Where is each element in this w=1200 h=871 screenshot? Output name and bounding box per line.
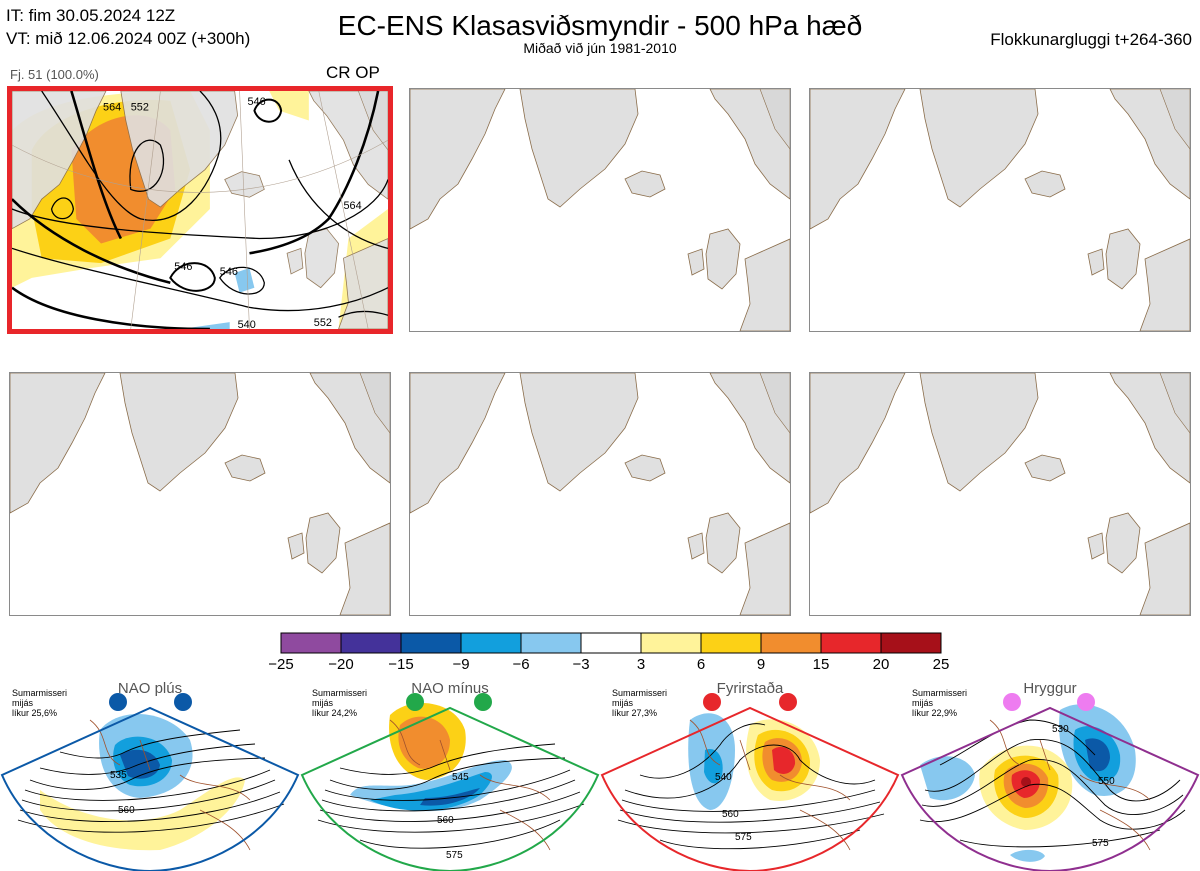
page-subtitle: Miðað við jún 1981-2010: [523, 40, 677, 56]
cluster-map-5[interactable]: [409, 372, 791, 616]
contour-label: 552: [131, 102, 149, 114]
cluster-map-4[interactable]: [9, 372, 391, 616]
contour-label: 575: [446, 850, 463, 861]
regime-nao-plus[interactable]: 535 560 NAO plús Sumarmisseri mijás líku…: [0, 680, 300, 871]
colorbar-tick-label: 25: [932, 656, 950, 673]
contour-label: 545: [452, 772, 469, 783]
colorbar-tick-label: −3: [572, 656, 590, 673]
page-title: EC-ENS Klasasviðsmyndir - 500 hPa hæð: [337, 10, 863, 41]
regime-info: Sumarmisseri mijás líkur 24,2%: [312, 688, 368, 718]
colorbar-swatch: [820, 632, 882, 654]
cluster-map-3[interactable]: [809, 88, 1191, 332]
regime-nao-minus[interactable]: 545 560 575 NAO mínus Sumarmisseri mijás…: [300, 680, 600, 871]
contour-label: 546: [174, 261, 192, 273]
contour-label: 560: [437, 815, 454, 826]
colorbar-tick-label: 9: [756, 656, 766, 673]
colorbar-tick-label: −9: [452, 656, 470, 673]
colorbar-swatch: [520, 632, 582, 654]
contour-label: 564: [103, 102, 121, 114]
colorbar-swatch: [400, 632, 462, 654]
regime-info: Sumarmisseri mijás líkur 25,6%: [12, 688, 68, 718]
regime-fyrirstada[interactable]: 540 560 575 Fyrirstaða Sumarmisseri mijá…: [600, 680, 900, 871]
colorbar-swatch: [760, 632, 822, 654]
contour-label: 530: [1052, 724, 1069, 735]
colorbar-tick-label: 15: [812, 656, 830, 673]
valid-time: VT: mið 12.06.2024 00Z (+300h): [6, 29, 251, 48]
colorbar-tick-label: −15: [388, 656, 414, 673]
colorbar-tick-label: 20: [872, 656, 890, 673]
cluster-map-1[interactable]: 546 546 546 540 552 564 564 552: [7, 86, 393, 334]
classification-window: Flokkunargluggi t+264-360: [990, 30, 1192, 49]
contour-label: 575: [1092, 838, 1109, 849]
contour-label: 560: [118, 805, 135, 816]
regime-name: NAO plús: [117, 680, 183, 697]
colorbar-swatch: [640, 632, 702, 654]
colorbar-tick-label: 6: [696, 656, 706, 673]
regime-code: CR OP: [326, 63, 380, 82]
regime-info: Sumarmisseri mijás líkur 27,3%: [612, 688, 668, 718]
colorbar-swatch: [340, 632, 402, 654]
regime-name: NAO mínus: [411, 680, 489, 697]
regime-hryggur[interactable]: 530 550 575 Hryggur Sumarmisseri mijás l…: [900, 680, 1200, 871]
colorbar-swatch: [880, 632, 942, 654]
colorbar-tick-label: −25: [268, 656, 294, 673]
forecast-times: IT: fim 30.05.2024 12Z VT: mið 12.06.202…: [6, 4, 250, 50]
colorbar-swatch: [580, 632, 642, 654]
colorbar-swatch: [460, 632, 522, 654]
colorbar-tick-label: −6: [512, 656, 530, 673]
colorbar-tick-label: 3: [636, 656, 646, 673]
contour-label: 546: [220, 266, 238, 278]
contour-label: 546: [247, 96, 265, 108]
colorbar-swatch: [280, 632, 342, 654]
contour-label: 535: [110, 770, 127, 781]
contour-label: 550: [1098, 776, 1115, 787]
contour-label: 575: [735, 832, 752, 843]
regime-info: Sumarmisseri mijás líkur 22,9%: [912, 688, 968, 718]
contour-label: 564: [343, 200, 361, 212]
contour-label: 560: [722, 809, 739, 820]
colorbar-swatch: [700, 632, 762, 654]
regime-name: Fyrirstaða: [716, 680, 784, 697]
contour-label: 540: [715, 772, 732, 783]
cluster-map-2[interactable]: [409, 88, 791, 332]
regime-name: Hryggur: [1023, 680, 1077, 697]
cluster-map-6[interactable]: [809, 372, 1191, 616]
init-time: IT: fim 30.05.2024 12Z: [6, 6, 176, 25]
colorbar: [280, 632, 942, 654]
member-count: Fj. 51 (100.0%): [10, 67, 99, 82]
contour-label: 540: [238, 319, 256, 329]
contour-label: 552: [314, 317, 332, 329]
colorbar-tick-label: −20: [328, 656, 354, 673]
